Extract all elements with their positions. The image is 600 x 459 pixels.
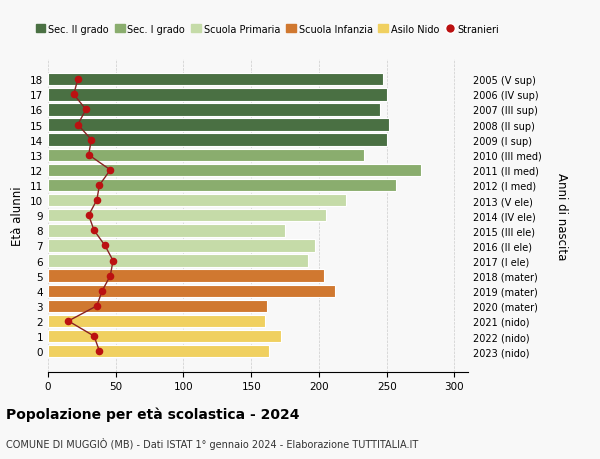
Point: [73, 122, 83, 129]
Bar: [48, 149, 364, 162]
Point: [100, 242, 110, 250]
Point: [95, 182, 104, 189]
Bar: [48, 210, 326, 222]
Point: [97, 287, 107, 295]
Legend: Sec. II grado, Sec. I grado, Scuola Primaria, Scuola Infanzia, Asilo Nido, Stran: Sec. II grado, Sec. I grado, Scuola Prim…: [32, 21, 503, 39]
Y-axis label: Età alunni: Età alunni: [11, 186, 25, 246]
Point: [86, 137, 96, 144]
Bar: [48, 345, 269, 358]
Bar: [48, 195, 346, 207]
Bar: [48, 300, 268, 313]
Point: [84, 212, 94, 219]
Point: [108, 257, 118, 265]
Point: [92, 302, 101, 310]
Text: Popolazione per età scolastica - 2024: Popolazione per età scolastica - 2024: [6, 406, 299, 421]
Text: COMUNE DI MUGGIÒ (MB) - Dati ISTAT 1° gennaio 2024 - Elaborazione TUTTITALIA.IT: COMUNE DI MUGGIÒ (MB) - Dati ISTAT 1° ge…: [6, 437, 418, 449]
Point: [106, 272, 115, 280]
Bar: [48, 255, 308, 267]
Bar: [48, 315, 265, 327]
Point: [73, 76, 83, 84]
Point: [69, 91, 79, 99]
Bar: [48, 164, 421, 177]
Y-axis label: Anni di nascita: Anni di nascita: [556, 172, 569, 259]
Bar: [48, 285, 335, 297]
Point: [106, 167, 115, 174]
Bar: [48, 104, 380, 117]
Bar: [48, 134, 387, 146]
Bar: [48, 179, 396, 192]
Point: [95, 348, 104, 355]
Bar: [48, 119, 389, 131]
Bar: [48, 224, 285, 237]
Point: [84, 152, 94, 159]
Bar: [48, 270, 325, 282]
Point: [64, 318, 73, 325]
Bar: [48, 240, 315, 252]
Bar: [48, 74, 383, 86]
Point: [92, 197, 101, 204]
Point: [89, 227, 99, 235]
Point: [81, 106, 91, 114]
Bar: [48, 89, 387, 101]
Point: [89, 333, 99, 340]
Bar: [48, 330, 281, 342]
